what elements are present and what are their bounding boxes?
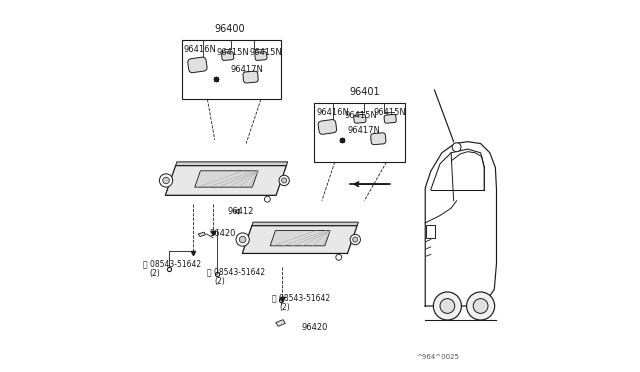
Circle shape: [433, 292, 461, 320]
Polygon shape: [270, 231, 330, 246]
Polygon shape: [252, 222, 358, 225]
Polygon shape: [255, 52, 267, 60]
Text: Ⓢ 08543-51642: Ⓢ 08543-51642: [272, 293, 330, 302]
Polygon shape: [188, 57, 207, 73]
Text: 96415N: 96415N: [250, 48, 283, 57]
Text: 96416N: 96416N: [316, 108, 349, 117]
Polygon shape: [195, 171, 258, 187]
Polygon shape: [318, 119, 337, 134]
Polygon shape: [243, 225, 357, 253]
Text: 96401: 96401: [349, 87, 380, 97]
Text: 96417N: 96417N: [230, 65, 264, 74]
Polygon shape: [354, 115, 366, 123]
Bar: [182, 40, 281, 99]
Bar: [314, 103, 405, 162]
Text: 96420: 96420: [301, 323, 328, 331]
Polygon shape: [221, 52, 234, 60]
Circle shape: [239, 236, 246, 243]
Text: ^964^0025: ^964^0025: [416, 353, 459, 360]
Circle shape: [452, 143, 461, 152]
Circle shape: [264, 196, 270, 202]
Polygon shape: [165, 166, 286, 195]
Circle shape: [353, 237, 358, 242]
Circle shape: [336, 254, 342, 260]
Circle shape: [159, 174, 173, 187]
Text: 96420: 96420: [209, 230, 236, 238]
Polygon shape: [243, 71, 258, 83]
Circle shape: [467, 292, 495, 320]
Bar: [426, 225, 435, 238]
Text: 96417N: 96417N: [348, 126, 381, 135]
Polygon shape: [175, 162, 287, 166]
Polygon shape: [276, 320, 285, 326]
Circle shape: [440, 299, 455, 313]
Text: 96412: 96412: [228, 207, 254, 217]
Text: (2): (2): [280, 302, 290, 312]
Text: (2): (2): [214, 277, 225, 286]
Text: 96416N: 96416N: [184, 45, 216, 54]
Polygon shape: [384, 115, 396, 123]
Circle shape: [236, 233, 250, 246]
Circle shape: [350, 234, 360, 245]
Circle shape: [163, 177, 170, 184]
Text: 96415N: 96415N: [216, 48, 250, 57]
Circle shape: [279, 175, 289, 186]
Polygon shape: [371, 133, 386, 145]
Text: Ⓢ 08543-51642: Ⓢ 08543-51642: [207, 267, 266, 276]
Circle shape: [282, 178, 287, 183]
Text: (2): (2): [149, 269, 160, 278]
Text: Ⓢ 08543-51642: Ⓢ 08543-51642: [143, 259, 201, 268]
Polygon shape: [198, 232, 205, 237]
Circle shape: [473, 299, 488, 313]
Text: 96400: 96400: [214, 24, 245, 34]
Text: 96415N: 96415N: [373, 108, 406, 117]
Text: 96415N: 96415N: [344, 110, 377, 120]
